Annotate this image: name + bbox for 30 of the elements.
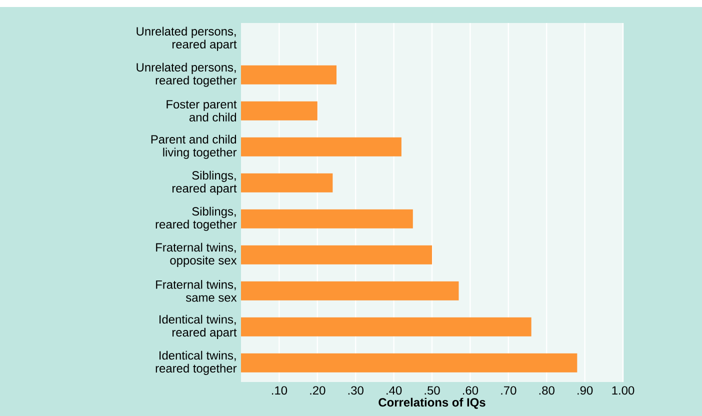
y-tick-label: Unrelated persons, reared together — [136, 62, 237, 87]
x-tick-label: .80 — [539, 386, 554, 395]
bar — [241, 281, 459, 300]
y-tick-label: Siblings, reared together — [156, 206, 237, 231]
bar — [241, 101, 318, 120]
bar — [241, 317, 532, 336]
y-tick-label: Identical twins, reared together — [156, 350, 237, 375]
x-tick-label: .40 — [386, 386, 402, 395]
y-tick-label: Unrelated persons, reared apart — [136, 26, 237, 51]
bar — [241, 173, 333, 192]
bar — [241, 137, 402, 156]
y-tick-label: Fraternal twins, opposite sex — [156, 242, 237, 267]
x-tick-label: .90 — [578, 386, 593, 395]
x-tick-label: .70 — [501, 386, 516, 395]
x-tick-label: .50 — [424, 386, 440, 395]
y-tick-label: Fraternal twins, same sex — [156, 280, 237, 302]
x-tick-label: .10 — [272, 386, 288, 395]
x-tick-label: .60 — [462, 386, 478, 395]
y-tick-label: Foster parent and child — [166, 100, 237, 122]
x-axis-title: Correlations of IQs — [378, 398, 486, 409]
bar — [241, 353, 578, 372]
y-tick-label: Identical twins, reared apart — [160, 314, 237, 339]
y-tick-label: Parent and child living together — [151, 134, 237, 159]
y-tick-label: Siblings, reared apart — [172, 170, 237, 195]
x-tick-label: .20 — [310, 386, 326, 395]
bar — [241, 65, 337, 84]
x-tick-label: 1.00 — [612, 386, 634, 395]
bar — [241, 209, 413, 228]
x-tick-label: .30 — [348, 386, 364, 395]
bar — [241, 245, 432, 264]
